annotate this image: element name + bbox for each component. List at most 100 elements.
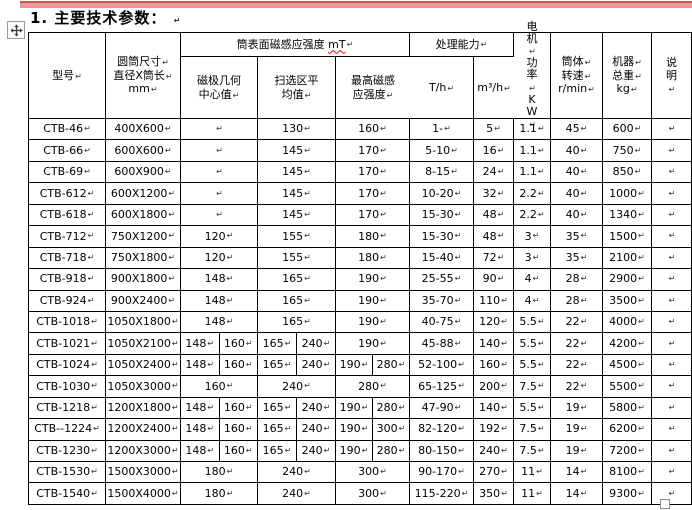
cell-m3h[interactable]: 48 ↵ xyxy=(474,204,514,226)
cell-power[interactable]: 2.2 ↵ xyxy=(514,204,551,226)
cell-sweep[interactable]: 155 ↵ xyxy=(258,247,336,269)
cell-pole-half[interactable]: 148 ↵ xyxy=(181,354,220,376)
cell-max-half[interactable]: 280 ↵ xyxy=(373,441,409,461)
cell-sweep[interactable]: 145 ↵ xyxy=(258,183,336,204)
cell-pole-half[interactable]: 148 ↵ xyxy=(181,333,220,354)
cell-power[interactable]: 1.1 ↵ xyxy=(514,119,551,140)
cell-sweep[interactable]: 165 ↵ 240 ↵ xyxy=(258,397,336,419)
cell-model[interactable]: CTB-1530 ↵ xyxy=(29,462,106,483)
cell-size[interactable]: 1200X3000 ↵ xyxy=(106,440,181,461)
cell-max[interactable]: 190 ↵ 280 ↵ xyxy=(336,440,410,461)
cell-pole-half[interactable]: 160 ↵ xyxy=(220,355,258,375)
cell-m3h[interactable]: 350 ↵ xyxy=(474,483,514,504)
cell-sweep[interactable]: 155 ↵ xyxy=(258,226,336,247)
cell-note[interactable]: ↵ xyxy=(652,205,691,225)
cell-pole[interactable]: 148 ↵ 160 ↵ xyxy=(181,333,258,354)
cell-th[interactable]: 5-10 ↵ xyxy=(410,140,474,161)
cell-pole[interactable]: 120 ↵ xyxy=(181,247,258,269)
cell-th[interactable]: 8-15 ↵ xyxy=(410,161,474,183)
cell-th[interactable]: 52-100 ↵ xyxy=(410,354,474,376)
header-capacity-title[interactable]: 处理能力 ↵ xyxy=(410,33,514,57)
cell-power[interactable]: 11 ↵ xyxy=(514,483,551,504)
cell-max[interactable]: 170 ↵ xyxy=(336,140,410,161)
cell-note[interactable]: ↵ xyxy=(652,483,691,503)
cell-speed[interactable]: 22 ↵ xyxy=(551,354,603,376)
cell-th[interactable]: 47-90 ↵ xyxy=(410,397,474,419)
cell-max[interactable]: 180 ↵ xyxy=(336,226,410,247)
cell-sweep-half[interactable]: 165 ↵ xyxy=(258,419,297,440)
cell-pole[interactable]: 180 ↵ xyxy=(181,462,258,483)
cell-max[interactable]: 190 ↵ xyxy=(336,311,410,333)
cell-note[interactable]: ↵ xyxy=(652,226,691,246)
header-m3h[interactable]: m³/h↵ xyxy=(474,57,514,118)
cell-model[interactable]: CTB-924 ↵ xyxy=(29,290,106,311)
cell-m3h[interactable]: 140 ↵ xyxy=(474,333,514,354)
cell-m3h[interactable]: 270 ↵ xyxy=(474,462,514,483)
cell-pole[interactable]: ↵ xyxy=(181,204,258,226)
cell-speed[interactable]: 19 ↵ xyxy=(551,419,603,440)
cell-max[interactable]: 300 ↵ xyxy=(336,462,410,483)
cell-max[interactable]: 190 ↵ xyxy=(336,333,410,354)
cell-note[interactable]: ↵ xyxy=(652,183,691,203)
cell-weight[interactable]: 2900 ↵ xyxy=(603,269,652,290)
cell-power[interactable]: 5.5 ↵ xyxy=(514,311,551,333)
cell-weight[interactable]: 1500 ↵ xyxy=(603,226,652,247)
cell-weight[interactable]: 5800 ↵ xyxy=(603,397,652,419)
cell-weight[interactable]: 4500 ↵ xyxy=(603,354,652,376)
cell-note[interactable]: ↵ xyxy=(652,419,691,439)
cell-sweep-half[interactable]: 240 ↵ xyxy=(297,441,335,461)
cell-sweep[interactable]: 145 ↵ xyxy=(258,161,336,183)
cell-th[interactable]: 115-220 ↵ xyxy=(410,483,474,504)
cell-note[interactable]: ↵ xyxy=(652,462,691,482)
cell-m3h[interactable]: 5 ↵ xyxy=(474,119,514,140)
cell-sweep[interactable]: 165 ↵ xyxy=(258,290,336,311)
cell-pole-half[interactable]: 148 ↵ xyxy=(181,419,220,440)
cell-note[interactable]: ↵ xyxy=(652,140,691,160)
cell-pole-half[interactable]: 160 ↵ xyxy=(220,419,258,439)
cell-max[interactable]: 170 ↵ xyxy=(336,204,410,226)
cell-sweep[interactable]: 165 ↵ 240 ↵ xyxy=(258,440,336,461)
header-model[interactable]: 型号↵ xyxy=(29,33,106,118)
cell-sweep-half[interactable]: 165 ↵ xyxy=(258,354,297,376)
cell-weight[interactable]: 3500 ↵ xyxy=(603,290,652,311)
cell-max[interactable]: 280 ↵ xyxy=(336,376,410,397)
cell-speed[interactable]: 40 ↵ xyxy=(551,161,603,183)
cell-sweep[interactable]: 165 ↵ 240 ↵ xyxy=(258,333,336,354)
cell-max-half[interactable]: 190 ↵ xyxy=(336,440,373,461)
cell-weight[interactable]: 4200 ↵ xyxy=(603,333,652,354)
cell-power[interactable]: 4 ↵ xyxy=(514,269,551,290)
cell-note[interactable]: ↵ xyxy=(652,355,691,375)
cell-pole[interactable]: 120 ↵ xyxy=(181,226,258,247)
cell-weight[interactable]: 5500 ↵ xyxy=(603,376,652,397)
header-pole-center[interactable]: 磁极几何 中心值↵ xyxy=(181,57,258,118)
cell-note[interactable]: ↵ xyxy=(652,333,691,353)
cell-m3h[interactable]: 90 ↵ xyxy=(474,269,514,290)
cell-speed[interactable]: 28 ↵ xyxy=(551,290,603,311)
cell-size[interactable]: 1050X3000 ↵ xyxy=(106,376,181,397)
cell-max[interactable]: 300 ↵ xyxy=(336,483,410,504)
cell-model[interactable]: CTB-1021 ↵ xyxy=(29,333,106,354)
cell-model[interactable]: CTB-69 ↵ xyxy=(29,161,106,183)
cell-pole[interactable]: 148 ↵ xyxy=(181,311,258,333)
header-max-induction[interactable]: 最高磁感 应强度↵ xyxy=(336,57,410,118)
cell-size[interactable]: 600X1200 ↵ xyxy=(106,183,181,204)
cell-sweep[interactable]: 145 ↵ xyxy=(258,140,336,161)
cell-model[interactable]: CTB-66 ↵ xyxy=(29,140,106,161)
cell-pole-half[interactable]: 160 ↵ xyxy=(220,441,258,461)
cell-model[interactable]: CTB-618 ↵ xyxy=(29,204,106,226)
header-total-weight[interactable]: 机器↵ 总重↵ kg↵ xyxy=(603,33,652,118)
cell-m3h[interactable]: 16 ↵ xyxy=(474,140,514,161)
cell-max-half[interactable]: 190 ↵ xyxy=(336,354,373,376)
cell-pole[interactable]: 148 ↵ xyxy=(181,290,258,311)
cell-size[interactable]: 1050X2100 ↵ xyxy=(106,333,181,354)
cell-power[interactable]: 5.5 ↵ xyxy=(514,397,551,419)
cell-pole[interactable]: ↵ xyxy=(181,183,258,204)
cell-power[interactable]: 3 ↵ xyxy=(514,226,551,247)
cell-speed[interactable]: 28 ↵ xyxy=(551,269,603,290)
cell-sweep[interactable]: 240 ↵ xyxy=(258,483,336,504)
cell-model[interactable]: CTB--1224 ↵ xyxy=(29,419,106,440)
cell-pole-half[interactable]: 160 ↵ xyxy=(220,398,258,418)
cell-size[interactable]: 600X1800 ↵ xyxy=(106,204,181,226)
cell-weight[interactable]: 750 ↵ xyxy=(603,140,652,161)
cell-size[interactable]: 750X1800 ↵ xyxy=(106,247,181,269)
